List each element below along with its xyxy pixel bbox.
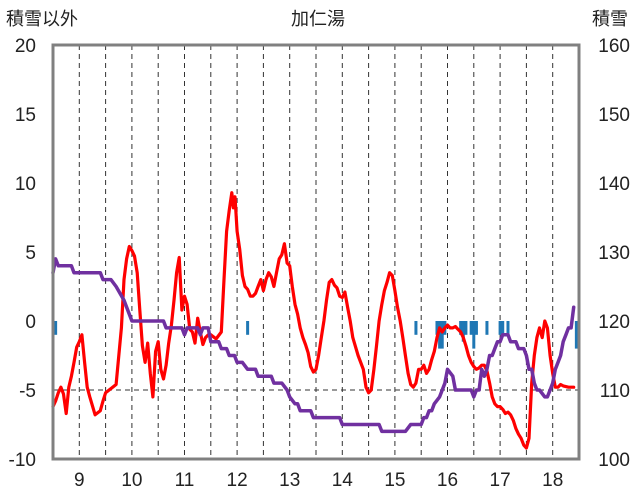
plot-frame [51,43,581,461]
precipitation-bar [461,321,465,342]
right-y-tick-label: 130 [598,243,630,264]
snow-depth-line [51,257,576,434]
precipitation-bar [472,321,476,349]
left-axis-ticks: 20 15 10 5 0 -5 -10 [9,36,36,471]
x-tick-label: 12 [227,470,248,491]
right-y-tick-label: 140 [598,174,630,195]
chart-title: 加仁湯 [291,9,345,29]
precipitation-bar [459,321,463,335]
left-y-tick-label: 5 [25,243,36,264]
x-tick-label: 14 [332,470,354,491]
left-y-tick-label: -5 [19,381,36,402]
grid-lines [53,45,579,459]
x-tick-label: 10 [121,470,142,491]
x-tick-label: 13 [279,470,300,491]
right-axis-title: 積雪 [592,9,628,29]
x-tick-label: 15 [384,470,405,491]
precipitation-bar [506,321,510,335]
left-y-tick-label: 20 [15,36,36,57]
precipitation-bar [469,321,473,335]
x-axis-ticks: 9 10 11 12 13 14 15 16 17 18 [74,470,563,491]
precipitation-bar [435,321,439,335]
x-tick-label: 17 [490,470,511,491]
precipitation-bar [485,321,489,335]
left-y-tick-label: 10 [15,174,36,195]
precipitation-bar [414,321,418,335]
right-y-tick-label: 110 [600,381,630,402]
precipitation-bar [501,321,505,335]
precipitation-bar [574,321,578,349]
precipitation-bars [54,321,578,349]
right-y-tick-label: 150 [598,105,630,126]
precipitation-bar [474,321,478,335]
precipitation-bar [464,321,468,335]
right-y-tick-label: 160 [598,36,630,57]
left-y-tick-label: -10 [9,450,36,471]
series-lines [51,191,576,450]
precipitation-bar [246,321,250,335]
right-y-tick-label: 120 [598,312,630,333]
left-y-tick-label: 15 [15,105,36,126]
precipitation-bar [438,321,442,349]
x-tick-label: 16 [437,470,458,491]
left-axis-title: 積雪以外 [6,9,78,29]
x-tick-label: 11 [175,470,195,491]
precipitation-bar [498,321,502,335]
x-tick-label: 18 [542,470,563,491]
right-y-tick-label: 100 [598,450,630,471]
x-tick-label: 9 [74,470,85,491]
left-y-tick-label: 0 [25,312,36,333]
precipitation-bar [440,321,444,349]
right-axis-ticks: 160 150 140 130 120 110 100 [598,36,630,471]
precipitation-bar [54,321,58,335]
